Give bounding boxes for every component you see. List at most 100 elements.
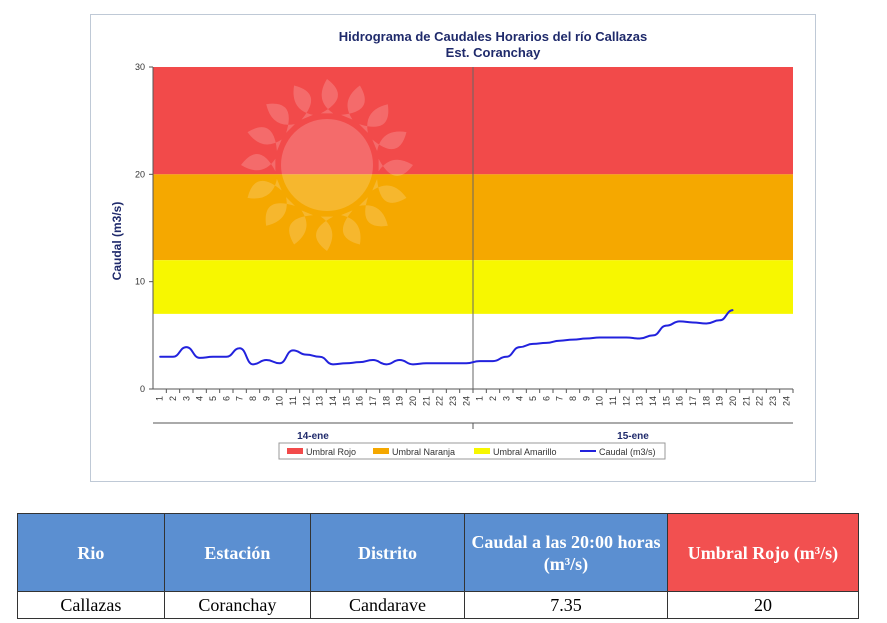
hydrograph-chart: Hidrograma de Caudales Horarios del río … (110, 29, 794, 460)
data-point (639, 337, 641, 340)
data-point (345, 362, 347, 364)
data-point (212, 356, 214, 358)
header-distrito: Distrito (310, 513, 465, 592)
legend-label: Umbral Rojo (306, 447, 356, 457)
sun-ray (372, 131, 407, 151)
cell-distrito: Candarave (310, 591, 465, 619)
sun-ray (241, 154, 276, 172)
legend-swatch (474, 448, 490, 454)
data-point (572, 339, 574, 341)
sun-ray (359, 104, 389, 133)
sun-ray (341, 85, 365, 120)
data-point (185, 346, 187, 348)
data-point (559, 340, 561, 342)
x-tick-label: 16 (675, 396, 685, 406)
data-point (225, 356, 227, 358)
x-tick-label: 24 (461, 396, 471, 406)
chart-frame: Hidrograma de Caudales Horarios del río … (90, 14, 816, 482)
x-tick-label: 20 (408, 396, 418, 406)
x-tick-label: 13 (635, 396, 645, 406)
y-tick-label: 30 (135, 62, 145, 72)
data-point (692, 321, 694, 324)
data-point (292, 349, 294, 351)
data-point (319, 356, 321, 358)
x-tick-label: 24 (781, 396, 791, 406)
x-tick-label: 12 (621, 396, 631, 406)
legend: Umbral Rojo Umbral Naranja Umbral Amarillo… (278, 442, 666, 460)
sun-ray (320, 79, 338, 114)
x-tick-label: 11 (608, 396, 618, 405)
data-point (172, 356, 174, 358)
x-tick-label: 15 (341, 396, 351, 406)
x-tick-label: 11 (288, 396, 298, 405)
sun-ray (372, 179, 407, 203)
x-tick-label: 4 (515, 396, 525, 401)
data-point (519, 346, 521, 348)
x-tick-label: 4 (195, 396, 205, 401)
data-point (399, 359, 401, 361)
sun-ray (247, 179, 282, 199)
sun-ray (289, 210, 313, 245)
sun-ray (247, 127, 282, 151)
cell-caudal: 7.35 (464, 591, 668, 619)
data-point (239, 347, 241, 349)
x-tick-label: 3 (181, 396, 191, 401)
data-point (532, 343, 534, 345)
data-point (625, 336, 627, 339)
x-tick-label: 5 (208, 396, 218, 401)
data-point (705, 322, 707, 325)
y-tick-label: 10 (135, 277, 145, 287)
x-tick-label: 23 (448, 396, 458, 406)
legend-label: Umbral Amarillo (493, 447, 557, 457)
x-tick-label: 1 (155, 396, 165, 401)
data-point (279, 362, 281, 364)
data-point (439, 362, 441, 364)
data-point (305, 354, 307, 356)
data-point (599, 336, 601, 339)
x-tick-label: 22 (435, 396, 445, 406)
legend-box (278, 442, 666, 460)
x-tick-label: 19 (395, 396, 405, 406)
sun-ray (359, 197, 388, 227)
data-point (252, 363, 254, 365)
x-tick-label: 7 (235, 396, 245, 401)
table-row: Callazas Coranchay Candarave 7.35 20 (17, 591, 860, 619)
x-tick-label: 6 (221, 396, 231, 401)
x-tick-label: 1 (475, 396, 485, 401)
header-caudal: Caudal a las 20:00 horas (m³/s) (464, 513, 668, 592)
series-layer (159, 309, 734, 366)
x-tick-label: 2 (168, 396, 178, 401)
sun-ray (265, 197, 295, 226)
legend-label: Umbral Naranja (392, 447, 455, 457)
x-tick-label: 8 (568, 396, 578, 401)
x-tick-label: 5 (528, 396, 538, 401)
day-label: 14-ene (297, 431, 329, 442)
cell-estacion: Coranchay (163, 591, 312, 619)
sun-ray (316, 216, 334, 251)
x-tick-label: 23 (768, 396, 778, 406)
data-point (585, 337, 587, 340)
data-point (612, 336, 614, 339)
x-tick-label: 9 (261, 396, 271, 401)
x-tick-label: 16 (355, 396, 365, 406)
x-tick-label: 7 (555, 396, 565, 401)
data-point (372, 359, 374, 361)
header-rio: Rio (17, 513, 165, 592)
x-tick-label: 8 (248, 396, 258, 401)
chart-subtitle: Est. Coranchay (446, 45, 541, 60)
header-estacion: Estación (163, 513, 312, 592)
x-tick-label: 9 (581, 396, 591, 401)
chart-title: Hidrograma de Caudales Horarios del río … (339, 29, 648, 44)
data-point (732, 309, 734, 311)
x-tick-label: 12 (301, 396, 311, 406)
x-tick-label: 17 (368, 396, 378, 406)
legend-swatch (373, 448, 389, 454)
x-tick-label: 17 (688, 396, 698, 406)
data-point (652, 334, 654, 336)
data-point (665, 325, 667, 327)
data-point (425, 362, 427, 364)
data-point (505, 356, 507, 358)
sun-ray (341, 210, 361, 245)
series-line-caudal (159, 309, 734, 366)
